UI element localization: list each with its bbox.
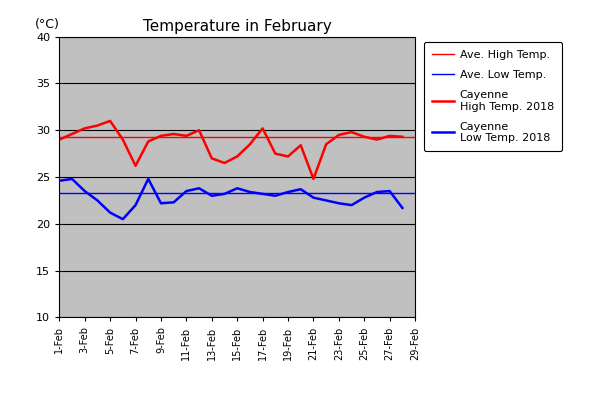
Text: (°C): (°C): [34, 18, 59, 31]
Legend: Ave. High Temp., Ave. Low Temp., Cayenne
High Temp. 2018, Cayenne
Low Temp. 2018: Ave. High Temp., Ave. Low Temp., Cayenne…: [424, 42, 562, 151]
Title: Temperature in February: Temperature in February: [143, 19, 331, 34]
